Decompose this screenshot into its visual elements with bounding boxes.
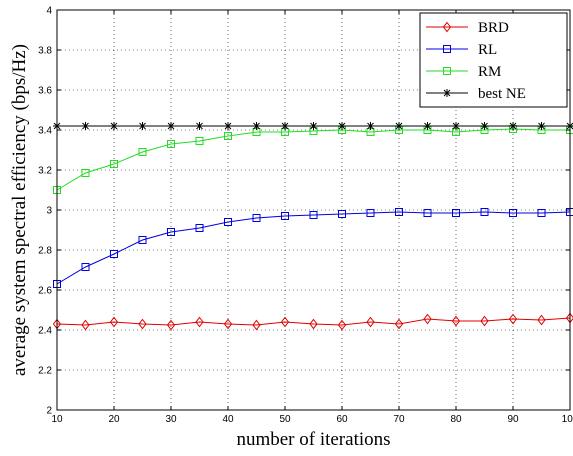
legend: BRD RL RM best NE <box>420 13 567 107</box>
data-point-best-ne <box>110 122 118 130</box>
y-tick-label: 4 <box>46 6 52 17</box>
series-rl <box>54 209 573 288</box>
data-point-best-ne <box>196 122 204 130</box>
x-tick-label: 50 <box>279 414 291 425</box>
y-tick-label: 2 <box>46 406 52 417</box>
data-point-best-ne <box>253 122 261 130</box>
legend-label-rm: RM <box>478 64 501 80</box>
series-line-rm <box>57 129 570 190</box>
data-point-best-ne <box>338 122 346 130</box>
series-brd <box>54 314 573 330</box>
x-axis-label: number of iterations <box>236 429 390 450</box>
x-tick-label: 10 <box>51 414 63 425</box>
legend-label-best-ne: best NE <box>478 86 526 102</box>
data-point-best-ne <box>139 122 147 130</box>
data-point-best-ne <box>452 122 460 130</box>
data-point-best-ne <box>538 122 546 130</box>
y-axis-label: average system spectral efficiency (bps/… <box>9 44 30 376</box>
y-tick-label: 3 <box>46 206 52 217</box>
legend-label-brd: BRD <box>478 20 509 36</box>
x-tick-label: 20 <box>108 414 120 425</box>
series-best-ne <box>53 122 573 130</box>
y-tick-label: 2.4 <box>38 326 52 337</box>
data-point-best-ne <box>310 122 318 130</box>
series-line-rl <box>57 212 570 284</box>
data-point-best-ne <box>281 122 289 130</box>
x-tick-label: 60 <box>336 414 348 425</box>
x-tick-label: 90 <box>507 414 519 425</box>
x-tick-label: 30 <box>165 414 177 425</box>
x-tick-label: 40 <box>222 414 234 425</box>
data-point-best-ne <box>367 122 375 130</box>
data-point-best-ne <box>509 122 517 130</box>
x-tick-label: 80 <box>450 414 462 425</box>
series-rm <box>54 126 573 194</box>
y-tick-label: 2.2 <box>38 366 52 377</box>
y-tick-label: 2.6 <box>38 286 52 297</box>
x-tick-label: 70 <box>393 414 405 425</box>
y-tick-label: 3.4 <box>38 126 52 137</box>
series-layer <box>53 122 573 330</box>
x-tick-label: 100 <box>562 414 573 425</box>
data-point-best-ne <box>395 122 403 130</box>
data-point-best-ne <box>82 122 90 130</box>
y-tick-label: 3.8 <box>38 46 52 57</box>
legend-label-rl: RL <box>478 42 497 58</box>
y-tick-label: 2.8 <box>38 246 52 257</box>
data-point-best-ne <box>167 122 175 130</box>
data-point-best-ne <box>224 122 232 130</box>
data-point-best-ne <box>481 122 489 130</box>
y-tick-label: 3.2 <box>38 166 52 177</box>
y-tick-label: 3.6 <box>38 86 52 97</box>
data-point-best-ne <box>424 122 432 130</box>
legend-marker-best-ne <box>443 89 451 97</box>
